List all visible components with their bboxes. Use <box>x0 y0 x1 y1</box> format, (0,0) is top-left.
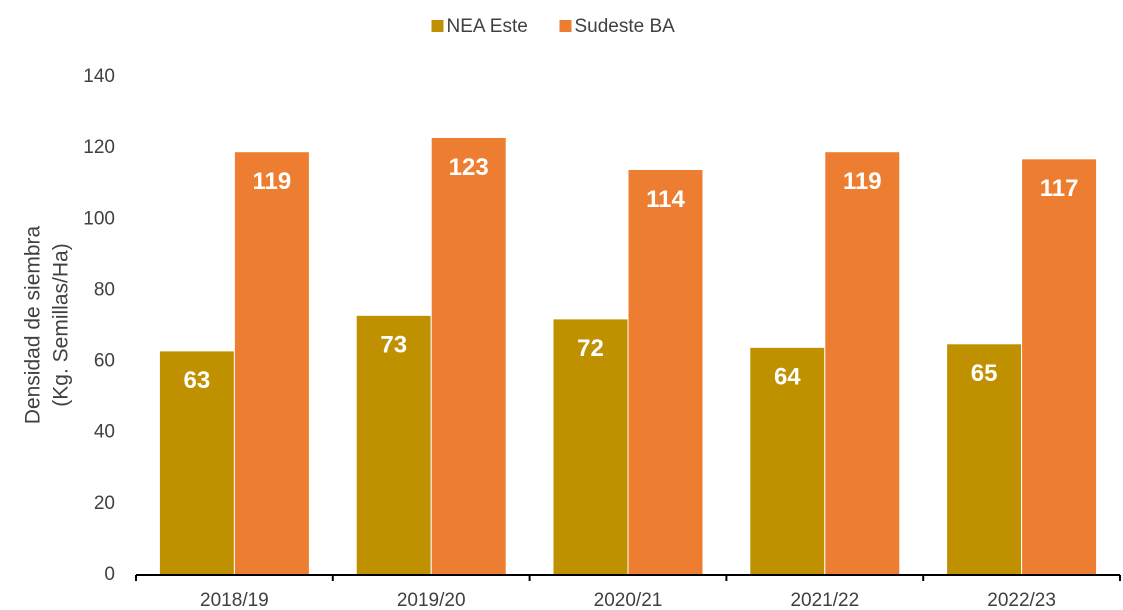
data-label: 64 <box>774 364 801 391</box>
bar <box>552 318 629 576</box>
legend-label: Sudeste BA <box>575 16 676 37</box>
bar <box>749 346 826 576</box>
legend-swatch <box>431 20 444 32</box>
data-label: 72 <box>577 335 604 362</box>
y-tick-label: 20 <box>94 493 115 514</box>
legend-label: NEA Este <box>447 16 528 37</box>
x-tick-label: 2020/21 <box>594 590 663 610</box>
bar <box>824 151 901 576</box>
bar <box>430 136 507 576</box>
data-label: 123 <box>449 154 489 181</box>
y-axis-title-line: Densidad de siembra <box>22 225 45 424</box>
y-tick-label: 140 <box>83 66 115 87</box>
x-tick-label: 2021/22 <box>790 590 859 610</box>
x-tick-label: 2018/19 <box>200 590 269 610</box>
data-label: 117 <box>1040 175 1079 202</box>
y-axis-title: Densidad de siembra (Kg. Semillas/Ha) <box>22 225 73 424</box>
bar <box>355 314 432 576</box>
y-tick-label: 60 <box>94 351 115 372</box>
data-label: 73 <box>380 332 407 359</box>
y-tick-label: 100 <box>83 208 115 229</box>
x-tick-label: 2019/20 <box>397 590 466 610</box>
legend-swatch <box>559 20 572 32</box>
y-tick-label: 80 <box>94 279 115 300</box>
bar <box>627 168 704 576</box>
bar <box>946 343 1023 576</box>
bar <box>233 151 310 576</box>
bar <box>1021 158 1098 576</box>
y-tick-label: 120 <box>83 137 115 158</box>
data-label: 63 <box>184 367 211 394</box>
data-label: 65 <box>971 360 998 387</box>
y-axis-title-line: (Kg. Semillas/Ha) <box>50 243 73 406</box>
y-tick-label: 0 <box>104 564 115 585</box>
bar <box>158 350 235 576</box>
data-label: 119 <box>843 168 882 195</box>
data-label: 119 <box>253 168 292 195</box>
x-tick-label: 2022/23 <box>987 590 1056 610</box>
data-label: 114 <box>646 186 685 213</box>
y-tick-label: 40 <box>94 422 115 443</box>
